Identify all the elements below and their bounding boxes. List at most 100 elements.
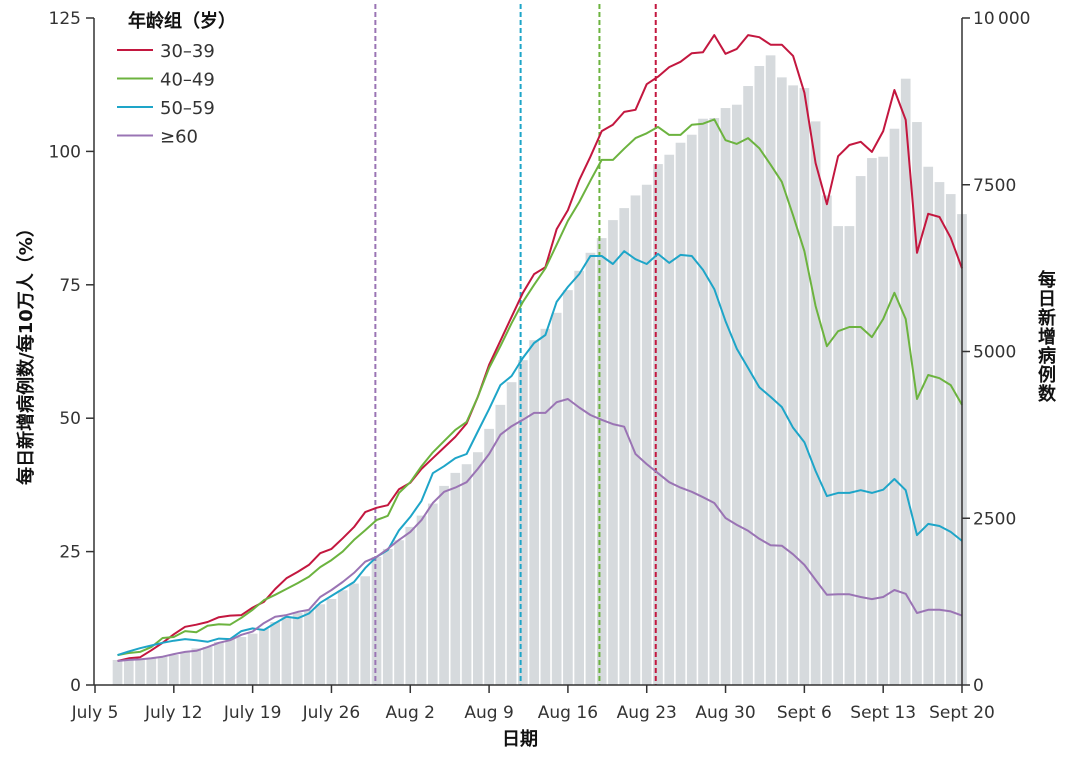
bar <box>506 382 517 685</box>
bar <box>574 270 585 685</box>
y-left-tick-label: 100 <box>49 142 81 162</box>
bars-daily-cases <box>112 55 967 686</box>
bar <box>765 55 776 686</box>
x-tick-label: Aug 16 <box>538 703 598 723</box>
bar <box>214 641 224 685</box>
bar <box>450 472 461 685</box>
bar <box>551 312 562 685</box>
bar <box>202 646 213 685</box>
bar <box>641 184 652 685</box>
bar <box>168 654 179 685</box>
series-lines <box>117 34 963 662</box>
y-axis-right-title: 每日新增病例数 <box>1035 270 1056 403</box>
bar <box>405 526 416 685</box>
bar <box>157 656 168 685</box>
legend-label: ≥60 <box>160 127 198 148</box>
bar <box>799 88 810 685</box>
x-tick-label: Aug 2 <box>386 703 435 723</box>
bar <box>720 108 731 686</box>
bar <box>518 360 528 685</box>
y-left-tick-label: 75 <box>59 276 81 296</box>
bar <box>709 118 720 686</box>
bar <box>900 78 911 685</box>
bar <box>923 166 934 686</box>
y-right-tick-label: 5000 <box>973 343 1016 363</box>
x-axis-title: 日期 <box>502 729 538 750</box>
bar <box>247 633 258 685</box>
bar <box>439 485 449 685</box>
bar <box>563 290 573 685</box>
series-line-40–49 <box>117 118 963 657</box>
bar <box>112 659 123 685</box>
bar <box>146 657 157 685</box>
x-tick-label: July 26 <box>302 703 361 723</box>
y-left-tick-label: 25 <box>59 543 81 563</box>
bar <box>619 208 630 685</box>
series-line-50–59 <box>117 250 963 657</box>
bar <box>371 556 382 685</box>
bar <box>461 464 472 685</box>
x-tick-label: Aug 9 <box>464 703 513 723</box>
x-tick-label: Sept 6 <box>777 703 832 723</box>
bar <box>281 616 292 685</box>
bar <box>337 590 348 685</box>
legend-label: 30–39 <box>160 41 215 62</box>
bar <box>304 610 314 685</box>
bar <box>225 638 235 685</box>
bar <box>686 134 697 686</box>
bar <box>315 604 326 685</box>
bar <box>259 628 269 685</box>
x-tick-label: Aug 23 <box>617 703 677 723</box>
bar <box>731 104 742 685</box>
reference-lines <box>374 4 657 685</box>
bar <box>664 154 675 686</box>
y-axis-left-title: 每日新增病例数/每10万人（%） <box>15 219 37 485</box>
bar <box>855 176 866 686</box>
bar <box>878 156 889 686</box>
x-tick-label: July 12 <box>144 703 203 723</box>
axes: July 5 July 12 July 19 July 26 Aug 2 Aug 9 Aug… <box>49 9 1031 723</box>
x-tick-label: July 5 <box>71 703 119 723</box>
bar <box>675 142 686 685</box>
bar <box>788 85 798 685</box>
bar <box>912 122 922 685</box>
bar <box>472 452 483 685</box>
bar <box>394 540 404 685</box>
x-tick-label: Sept 20 <box>929 703 995 723</box>
bar <box>867 158 877 685</box>
bar <box>945 194 956 685</box>
bar <box>416 515 427 685</box>
x-tick-label: Aug 30 <box>695 703 755 723</box>
bar <box>135 659 145 685</box>
bar <box>822 195 832 685</box>
y-right-tick-label: 0 <box>973 676 984 696</box>
bar <box>810 121 821 685</box>
bar <box>743 86 753 685</box>
bar <box>292 612 303 685</box>
bar <box>123 659 134 685</box>
bar <box>540 328 551 685</box>
legend-label: 40–49 <box>160 70 215 91</box>
legend-label: 50–59 <box>160 98 215 119</box>
bar <box>608 220 618 685</box>
bar <box>754 66 765 686</box>
x-tick-label: July 19 <box>223 703 282 723</box>
bar <box>495 404 506 685</box>
y-left-tick-label: 0 <box>70 676 81 696</box>
bar <box>427 503 438 685</box>
bar <box>236 636 247 685</box>
bar <box>529 340 539 685</box>
bar <box>326 598 337 685</box>
bar <box>596 238 607 686</box>
bar <box>630 195 641 685</box>
x-tick-label: Sept 13 <box>850 703 916 723</box>
bar <box>698 118 708 686</box>
bar <box>484 428 494 685</box>
series-line-≥60 <box>117 398 963 662</box>
bar <box>382 548 393 685</box>
bar <box>844 226 855 685</box>
bar <box>777 77 787 686</box>
bar <box>833 226 843 685</box>
bar <box>349 583 359 685</box>
